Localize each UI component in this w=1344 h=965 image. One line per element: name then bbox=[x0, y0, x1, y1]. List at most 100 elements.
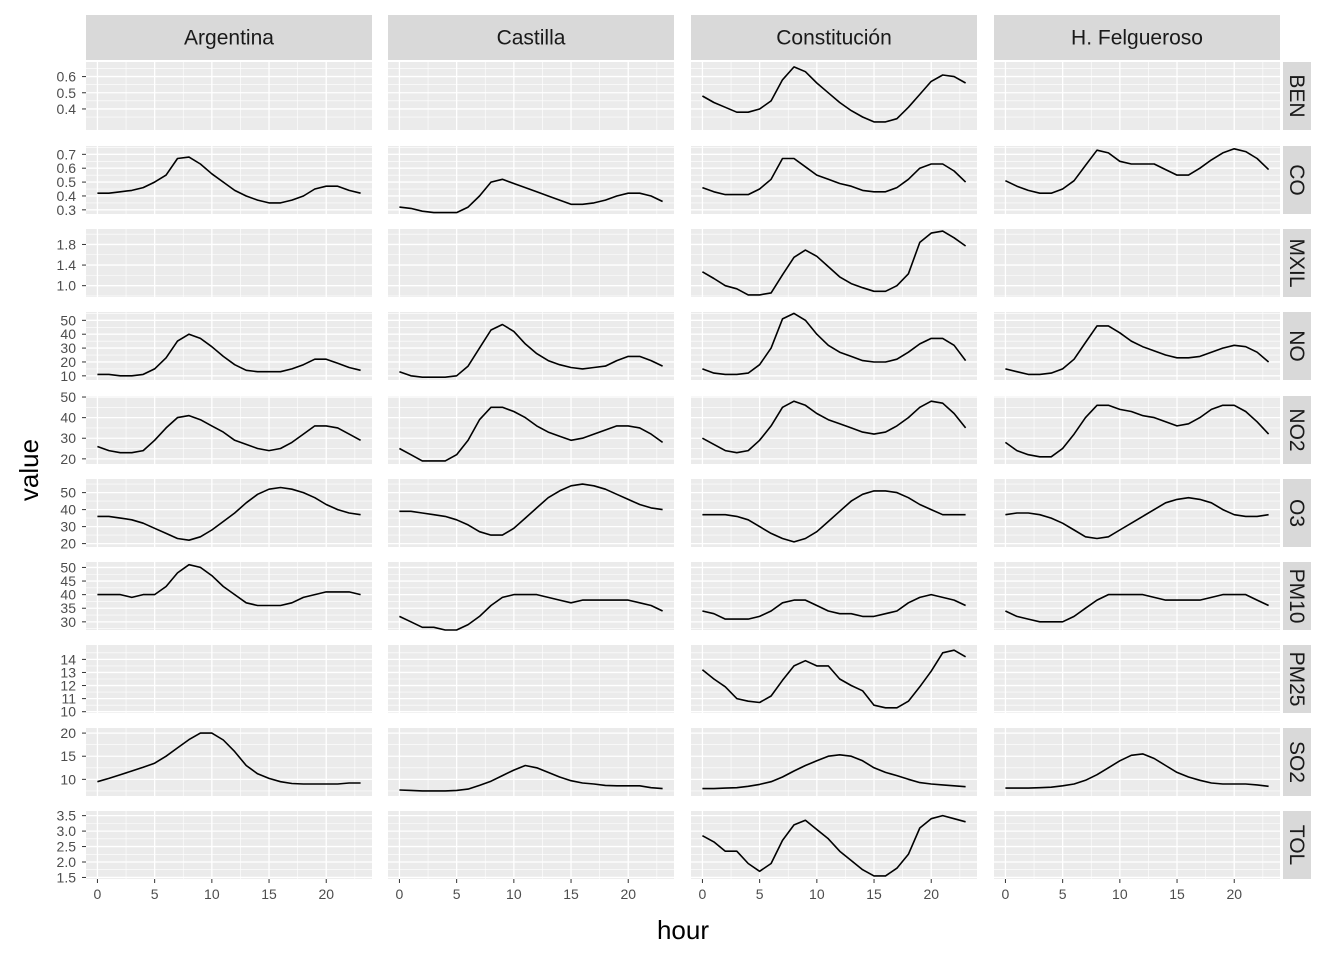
panel-background bbox=[388, 229, 674, 297]
axis-layer: 0.40.50.60.30.40.50.60.71.01.41.81020304… bbox=[57, 69, 1243, 902]
x-tick-label: 5 bbox=[151, 886, 159, 902]
series-line-no2-2 bbox=[702, 400, 967, 454]
x-tick-label: 0 bbox=[1002, 886, 1010, 902]
panel-background bbox=[388, 146, 674, 214]
panel-background bbox=[388, 62, 674, 130]
y-tick-label: 20 bbox=[60, 354, 76, 370]
panel-background bbox=[86, 62, 372, 130]
panel-layer bbox=[86, 62, 1280, 879]
series-line-so2-2 bbox=[702, 753, 966, 790]
panel-background bbox=[691, 479, 977, 547]
series-line-no-3 bbox=[1005, 325, 1270, 376]
column-strip bbox=[994, 15, 1280, 60]
panel-background bbox=[86, 562, 372, 630]
series-line-mxil-2 bbox=[701, 230, 967, 296]
row-strip-label: SO2 bbox=[1285, 741, 1308, 783]
x-tick-label: 10 bbox=[809, 886, 825, 902]
y-tick-label: 2.0 bbox=[57, 854, 77, 870]
y-tick-label: 45 bbox=[60, 573, 76, 589]
column-strip bbox=[388, 15, 674, 60]
panel-background bbox=[994, 811, 1280, 879]
series-line-o3-3 bbox=[1005, 496, 1269, 540]
row-strip-label: TOL bbox=[1285, 825, 1308, 865]
x-tick-label: 15 bbox=[866, 886, 882, 902]
x-tick-label: 20 bbox=[1226, 886, 1242, 902]
y-tick-label: 2.5 bbox=[57, 839, 77, 855]
series-line-o3-2 bbox=[702, 490, 966, 543]
strip-layer: Argentina Castilla Constitución H. Felguero… bbox=[86, 15, 1311, 879]
y-tick-label: 40 bbox=[60, 502, 76, 518]
series-line-co-0 bbox=[97, 156, 361, 204]
row-strip-label: CO bbox=[1285, 164, 1308, 196]
series-line-no2-3 bbox=[1004, 404, 1270, 458]
column-strip-label: Argentina bbox=[184, 27, 274, 50]
y-tick-label: 50 bbox=[60, 485, 76, 501]
column-strip-label: Constitución bbox=[776, 27, 892, 50]
row-strip-label: O3 bbox=[1285, 499, 1308, 527]
panel-background bbox=[994, 728, 1280, 796]
panel-background bbox=[994, 229, 1280, 297]
panel-background bbox=[691, 396, 977, 464]
x-tick-label: 20 bbox=[318, 886, 334, 902]
series-line-so2-3 bbox=[1005, 753, 1269, 789]
series-line-o3-1 bbox=[399, 483, 663, 536]
y-tick-label: 0.7 bbox=[57, 146, 77, 162]
panel-background bbox=[691, 312, 977, 380]
y-tick-label: 40 bbox=[60, 326, 76, 342]
y-tick-label: 50 bbox=[60, 312, 76, 328]
panel-background bbox=[86, 396, 372, 464]
x-tick-label: 10 bbox=[506, 886, 522, 902]
y-tick-label: 13 bbox=[60, 664, 76, 680]
series-line-co-2 bbox=[702, 157, 967, 196]
y-tick-label: 30 bbox=[60, 614, 76, 630]
x-tick-label: 0 bbox=[699, 886, 707, 902]
x-tick-label: 15 bbox=[563, 886, 579, 902]
series-line-pm10-3 bbox=[1005, 593, 1269, 623]
y-tick-label: 1.0 bbox=[57, 278, 77, 294]
y-tick-label: 12 bbox=[60, 678, 76, 694]
x-tick-label: 10 bbox=[204, 886, 220, 902]
x-tick-label: 5 bbox=[1059, 886, 1067, 902]
x-tick-label: 20 bbox=[620, 886, 636, 902]
row-strip bbox=[1283, 312, 1311, 380]
panel-background bbox=[691, 62, 977, 130]
y-tick-label: 1.5 bbox=[57, 869, 77, 885]
row-strip bbox=[1283, 62, 1311, 130]
y-tick-label: 30 bbox=[60, 340, 76, 356]
column-strip-label: Castilla bbox=[497, 27, 566, 50]
y-tick-label: 15 bbox=[60, 748, 76, 764]
series-line-ben-2 bbox=[702, 66, 966, 123]
panel-background bbox=[388, 312, 674, 380]
row-strip-label: PM10 bbox=[1285, 569, 1308, 624]
x-tick-label: 5 bbox=[453, 886, 461, 902]
y-tick-label: 50 bbox=[60, 389, 76, 405]
y-tick-label: 10 bbox=[60, 704, 76, 720]
y-tick-label: 0.5 bbox=[57, 174, 77, 190]
panel-background bbox=[994, 562, 1280, 630]
y-tick-label: 50 bbox=[60, 559, 76, 575]
series-line-pm10-1 bbox=[399, 593, 663, 631]
series-line-no-2 bbox=[702, 312, 967, 376]
row-strip-label: PM25 bbox=[1285, 652, 1308, 707]
series-line-pm10-0 bbox=[97, 563, 361, 607]
panel-background bbox=[388, 728, 674, 796]
series-line-co-1 bbox=[399, 178, 663, 214]
panel-background bbox=[388, 811, 674, 879]
y-tick-label: 0.4 bbox=[57, 101, 77, 117]
row-strip-label: NO bbox=[1285, 330, 1308, 362]
y-tick-label: 10 bbox=[60, 771, 76, 787]
x-tick-label: 15 bbox=[261, 886, 277, 902]
x-tick-label: 0 bbox=[396, 886, 404, 902]
x-tick-label: 0 bbox=[94, 886, 102, 902]
y-tick-label: 35 bbox=[60, 600, 76, 616]
series-line-o3-0 bbox=[97, 486, 361, 542]
y-tick-label: 1.4 bbox=[57, 257, 77, 273]
column-strip-label: H. Felgueroso bbox=[1071, 27, 1203, 50]
panel-background bbox=[86, 312, 372, 380]
row-strip bbox=[1283, 728, 1311, 796]
x-tick-label: 5 bbox=[756, 886, 764, 902]
panel-background bbox=[86, 728, 372, 796]
panel-background bbox=[388, 562, 674, 630]
y-tick-label: 10 bbox=[60, 368, 76, 384]
series-line-so2-0 bbox=[97, 732, 361, 785]
